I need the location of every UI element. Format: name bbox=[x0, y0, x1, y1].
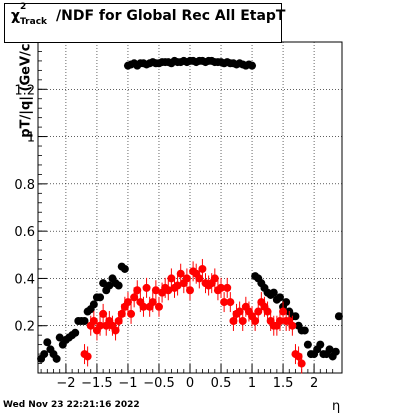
data-point bbox=[263, 307, 272, 316]
x-tick-label: 0.5 bbox=[211, 376, 232, 391]
data-point bbox=[254, 307, 263, 316]
data-point bbox=[55, 333, 64, 342]
title-rest: /NDF for Global Rec All EtapT bbox=[56, 8, 286, 24]
x-tick-label: −1 bbox=[118, 376, 137, 391]
chart-title: χ 2 Track/NDF for Global Rec All EtapT bbox=[11, 2, 286, 27]
data-point bbox=[217, 283, 226, 292]
data-point bbox=[331, 347, 340, 356]
y-tick-label: 0.6 bbox=[14, 225, 35, 240]
data-point bbox=[80, 316, 89, 325]
data-point bbox=[173, 281, 182, 290]
x-tick-label: 1.5 bbox=[273, 376, 294, 391]
data-point bbox=[96, 321, 105, 330]
data-point bbox=[297, 359, 306, 368]
data-point bbox=[114, 281, 123, 290]
data-point bbox=[186, 286, 194, 295]
y-tick-label: 1 bbox=[27, 131, 35, 146]
x-tick-label: 1 bbox=[248, 376, 256, 391]
data-point bbox=[123, 298, 132, 307]
data-point bbox=[294, 352, 303, 361]
data-point bbox=[89, 316, 98, 325]
series-0 bbox=[37, 56, 343, 363]
data-point bbox=[279, 307, 288, 316]
data-point bbox=[288, 321, 297, 330]
data-point bbox=[226, 298, 235, 307]
data-point bbox=[71, 328, 80, 337]
data-point bbox=[235, 307, 244, 316]
title-sup: 2 bbox=[20, 2, 27, 12]
data-point bbox=[151, 286, 160, 295]
data-point bbox=[111, 326, 120, 335]
data-point bbox=[275, 316, 284, 325]
data-point bbox=[282, 298, 291, 307]
data-point bbox=[40, 350, 49, 359]
axis-ticks: −2 −1.5 −1 −0.5 0 0.5 1 1.5 2 0.2 0.4 0.6 0.8 1 1.2 bbox=[14, 51, 334, 391]
y-tick-label: 0.8 bbox=[14, 178, 35, 193]
data-point bbox=[114, 316, 123, 325]
data-point bbox=[133, 286, 142, 295]
data-point bbox=[99, 309, 108, 318]
data-point bbox=[238, 316, 247, 325]
series-1 bbox=[80, 258, 306, 374]
data-point bbox=[325, 345, 334, 354]
data-point bbox=[210, 274, 219, 283]
data-point bbox=[316, 340, 325, 349]
data-point bbox=[120, 264, 129, 273]
data-point bbox=[43, 338, 52, 347]
data-point bbox=[275, 293, 284, 302]
y-tick-label: 0.2 bbox=[14, 320, 35, 335]
data-point bbox=[223, 283, 232, 292]
x-tick-label: −1.5 bbox=[81, 376, 113, 391]
x-tick-label: 0 bbox=[186, 376, 194, 391]
x-tick-label: −2 bbox=[56, 376, 75, 391]
data-point bbox=[148, 298, 157, 307]
data-point bbox=[167, 274, 176, 283]
data-point bbox=[182, 274, 191, 283]
data-point bbox=[291, 312, 300, 321]
x-axis-label: η bbox=[332, 399, 341, 414]
data-point bbox=[176, 269, 185, 278]
y-tick-label: 0.4 bbox=[14, 272, 35, 287]
data-point bbox=[269, 288, 278, 297]
y-axis-label: pT/|q| (GeV/c bbox=[18, 43, 34, 138]
grid bbox=[38, 42, 342, 373]
data-point bbox=[198, 264, 207, 273]
data-point bbox=[251, 316, 260, 325]
data-point bbox=[142, 283, 151, 292]
data-point bbox=[300, 326, 309, 335]
data-point bbox=[96, 293, 105, 302]
data-point bbox=[229, 316, 238, 325]
data-point bbox=[195, 274, 204, 283]
data-point bbox=[105, 281, 114, 290]
data-point bbox=[52, 354, 61, 363]
data-point bbox=[99, 279, 108, 288]
data-point bbox=[127, 309, 136, 318]
x-tick-label: −0.5 bbox=[143, 376, 175, 391]
data-point bbox=[334, 312, 343, 321]
data-points bbox=[37, 56, 343, 374]
data-point bbox=[303, 340, 312, 349]
data-point bbox=[154, 302, 163, 311]
data-point bbox=[139, 302, 148, 311]
x-tick-label: 2 bbox=[310, 376, 318, 391]
y-tick-label: 1.2 bbox=[14, 83, 35, 98]
data-point bbox=[220, 298, 229, 307]
data-point bbox=[130, 293, 139, 302]
data-point bbox=[248, 61, 257, 70]
data-point bbox=[89, 300, 98, 309]
title-box: χ 2 Track/NDF for Global Rec All EtapT bbox=[4, 2, 286, 43]
timestamp: Wed Nov 23 22:21:16 2022 bbox=[3, 400, 140, 410]
data-point bbox=[164, 286, 173, 295]
title-sub: Track bbox=[20, 17, 48, 27]
title-chi: χ bbox=[11, 8, 21, 24]
data-point bbox=[117, 309, 126, 318]
data-point bbox=[83, 352, 92, 361]
